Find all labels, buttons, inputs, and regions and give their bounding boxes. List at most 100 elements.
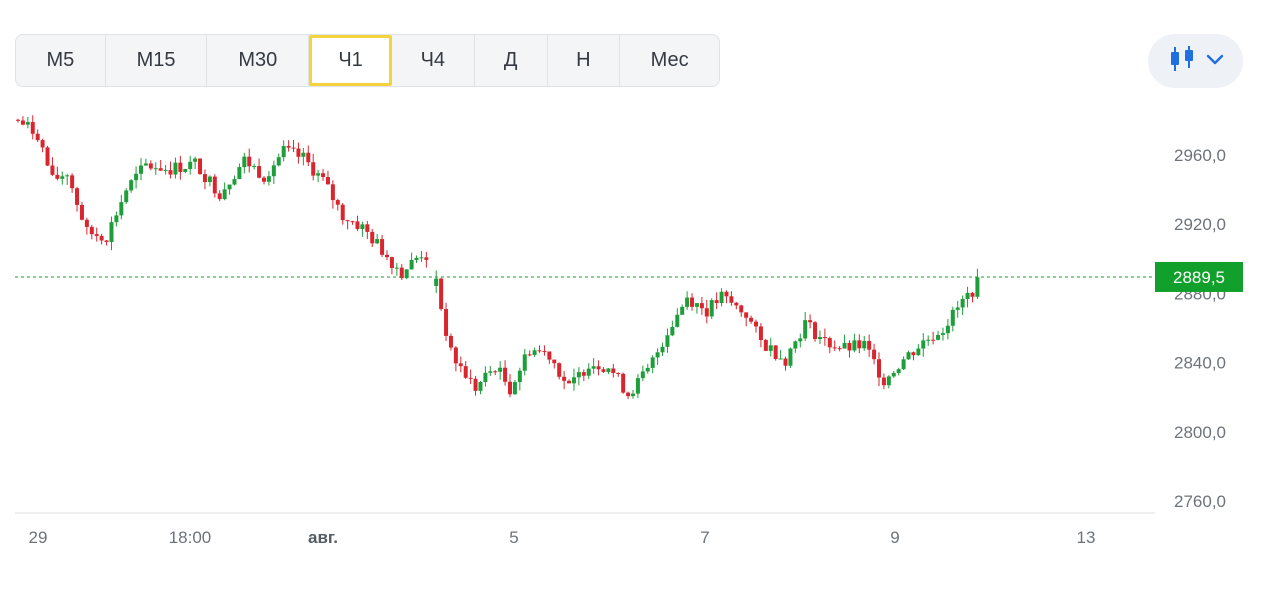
candle-up [906,352,911,360]
candle-down [473,378,478,391]
candle-down [257,166,262,178]
candlestick-icon [1168,44,1196,79]
candles-layer [16,115,980,399]
candle-down [931,339,936,341]
candle-up [532,350,537,355]
timeframe-button-6[interactable]: Н [547,35,621,86]
candle-down [178,162,183,172]
candle-up [940,333,945,335]
candle-up [163,170,168,172]
timeframe-button-3[interactable]: Ч1 [309,35,392,86]
candle-down [350,221,355,223]
candle-up [134,173,139,181]
candle-down [370,231,375,244]
candle-up [955,307,960,310]
candle-up [114,215,119,223]
candle-down [444,309,449,336]
candle-up [237,167,242,180]
candle-up [207,176,212,183]
candle-up [675,314,680,327]
candle-up [965,292,970,299]
candle-up [281,146,286,158]
timeframe-button-5[interactable]: Д [474,35,548,86]
candle-down [55,174,60,179]
candle-down [212,176,217,194]
candle-up [926,339,931,341]
candle-down [202,174,207,183]
candle-up [591,366,596,369]
candle-down [262,177,266,182]
candle-up [719,291,724,304]
candle-down [30,122,35,134]
candle-down [527,354,532,356]
candle-up [119,202,124,216]
candle-down [286,146,291,148]
x-tick-label: авг. [308,528,338,547]
candle-up [153,168,158,170]
candle-down [355,221,360,230]
y-tick-label: 2800,0 [1174,423,1226,442]
candle-down [911,352,916,356]
candle-down [321,173,326,178]
candle-up [896,369,901,373]
candle-up [124,190,129,203]
candle-up [252,166,257,168]
timeframe-button-4[interactable]: Ч4 [391,35,475,86]
candle-down [50,165,55,175]
candle-down [547,351,552,360]
candle-down [84,219,89,227]
timeframe-button-2[interactable]: M30 [207,35,310,86]
candle-up [945,325,950,334]
candle-down [493,371,498,373]
candle-up [143,163,148,166]
candle-up [409,259,414,270]
candle-up [798,338,803,342]
candle-up [173,162,178,175]
y-tick-label: 2920,0 [1174,215,1226,234]
candle-down [399,267,404,279]
candle-up [886,376,891,386]
candle-down [45,147,50,166]
candle-up [232,179,237,185]
candle-down [596,366,601,370]
candle-down [616,373,621,375]
candle-down [296,148,301,157]
candle-up [936,334,941,340]
candle-down [552,359,557,364]
candle-up [680,306,685,315]
candle-down [783,358,788,366]
candle-down [325,177,330,185]
timeframe-button-0[interactable]: M5 [16,35,106,86]
candle-up [227,184,232,190]
x-tick-label: 18:00 [169,528,212,547]
candle-down [626,392,631,397]
timeframe-button-7[interactable]: Мес [620,35,720,86]
candle-down [424,257,429,260]
candle-up [571,377,576,384]
candle-down [611,368,616,374]
candle-down [340,204,345,221]
candle-down [389,257,394,268]
candle-down [104,240,109,242]
candle-up [360,224,365,230]
candle-down [699,303,704,309]
candle-up [222,189,227,200]
candle-down [79,204,84,220]
candle-up [522,354,527,371]
candle-up [950,309,955,326]
candle-down [380,239,385,255]
candle-up [660,346,665,353]
y-tick-label: 2760,0 [1174,492,1226,511]
candle-up [586,368,591,376]
candle-up [606,368,611,372]
timeframe-button-1[interactable]: M15 [105,35,208,86]
candle-up [670,326,675,336]
candle-up [916,348,921,356]
candle-up [266,176,271,182]
candle-up [852,340,857,351]
candle-up [975,277,980,297]
chart-type-button[interactable] [1148,34,1243,88]
candle-down [542,351,547,353]
candle-down [89,226,94,235]
candle-up [517,370,522,383]
